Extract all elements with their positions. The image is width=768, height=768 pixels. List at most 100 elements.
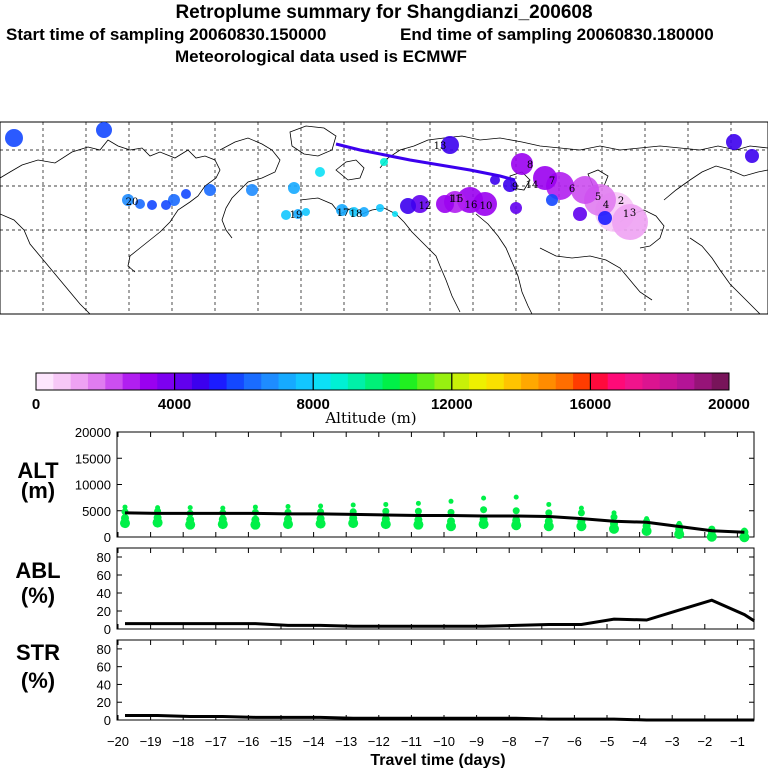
plume-marker <box>571 176 599 204</box>
plume-marker <box>573 207 587 221</box>
y-tick-label: 0 <box>104 530 111 545</box>
altitude-spread-point <box>414 507 422 515</box>
colorbar-label: Altitude (m) <box>324 409 416 427</box>
plume-marker <box>503 178 517 192</box>
colorbar-cell <box>191 373 210 390</box>
altitude-spread-point <box>122 504 128 510</box>
colorbar-cell <box>139 373 158 390</box>
colorbar-cell <box>486 373 505 390</box>
altitude-spread-point <box>644 516 650 522</box>
plume-day-label: 4 <box>603 200 609 211</box>
altitude-spread-point <box>217 519 228 530</box>
x-tick-label: −12 <box>368 734 390 749</box>
map-frame <box>0 121 768 315</box>
altitude-spread-point <box>415 500 421 506</box>
altitude-spread-point <box>512 507 520 515</box>
colorbar-cell <box>451 373 470 390</box>
plume-marker <box>359 207 369 217</box>
plume-marker <box>293 209 303 219</box>
time-series-panels: 20000150001000050000ALT(m)806040200ABL(%… <box>15 425 755 728</box>
plume-day-label: 16 <box>465 200 478 211</box>
altitude-spread-point <box>413 519 424 530</box>
x-tick-label: −14 <box>303 734 325 749</box>
colorbar-cell <box>659 373 678 390</box>
panel-frame <box>116 639 755 721</box>
altitude-spread-point <box>155 505 161 511</box>
altitude-spread-point <box>380 519 391 530</box>
plume-day-label: 11 <box>449 194 462 205</box>
y-tick-label: 80 <box>97 642 111 657</box>
colorbar-cell <box>105 373 124 390</box>
plume-marker <box>302 208 310 216</box>
altitude-spread-point <box>545 509 553 517</box>
x-tick-label: −7 <box>534 734 549 749</box>
plume-day-label: 20 <box>126 197 139 208</box>
colorbar-cell <box>278 373 297 390</box>
colorbar-cell <box>365 373 383 390</box>
plume-marker <box>349 207 359 217</box>
x-axis: −20 −19 −18 −17 −16 −15 −14 −13 −12 −11 −10 −9 −8 −7 −… <box>107 734 745 749</box>
altitude-spread-point <box>285 504 291 510</box>
colorbar-ticks: 0 4000 8000 12000 16000 20000 <box>32 373 750 413</box>
x-tick-label: −1 <box>730 734 745 749</box>
plume-day-label: 10 <box>480 201 493 212</box>
x-tick-label: −10 <box>433 734 455 749</box>
altitude-spread-point <box>610 513 618 521</box>
y-tick-label: 5000 <box>82 504 111 519</box>
plume-marker <box>511 153 533 175</box>
plume-marker <box>135 199 145 209</box>
plume-day-label: 1 <box>623 209 629 220</box>
altitude-spread-point <box>543 521 554 532</box>
y-tick-label: 10000 <box>75 478 111 493</box>
colorbar-tick-label: 0 <box>32 396 40 413</box>
colorbar-cell <box>399 373 418 390</box>
altitude-spread-point <box>283 519 293 530</box>
plume-marker <box>161 200 171 210</box>
chart-title: Retroplume summary for Shangdianzi_20060… <box>175 2 593 23</box>
colorbar-cell <box>36 373 54 390</box>
plume-marker <box>376 204 384 212</box>
colorbar-cell <box>555 373 574 390</box>
plume-marker <box>147 200 157 210</box>
altitude-colorbar: 0 4000 8000 12000 16000 20000 Altitude (m) <box>32 372 750 427</box>
plume-markers <box>5 122 759 240</box>
x-tick-label: −16 <box>237 734 259 749</box>
altitude-spread-point <box>511 520 522 531</box>
colorbar-tick-label: 20000 <box>708 396 750 413</box>
plume-marker <box>5 129 23 147</box>
altitude-spread-point <box>348 518 359 529</box>
y-tick-label: 15000 <box>75 451 111 466</box>
altitude-spread-point <box>250 519 261 530</box>
colorbar-cell <box>122 373 141 390</box>
x-tick-label: −20 <box>107 734 129 749</box>
colorbar-cell <box>330 373 349 390</box>
altitude-spread-point <box>318 503 324 509</box>
altitude-spread-point <box>739 532 750 543</box>
altitude-spread-point <box>152 517 163 528</box>
colorbar-cell <box>677 373 695 390</box>
colorbar-cell <box>243 373 262 390</box>
y-tick-label: 0 <box>104 622 111 637</box>
y-tick-label: 20 <box>97 604 111 619</box>
plume-day-label: 15 <box>451 194 464 205</box>
panel-unit: (m) <box>21 478 55 503</box>
altitude-spread-point <box>676 520 682 526</box>
x-tick-label: −13 <box>335 734 357 749</box>
colorbar-cells <box>36 373 730 390</box>
y-tick-label: 20000 <box>75 425 111 440</box>
panel-str: 80 60 40 20 0 STR (%) <box>16 639 755 728</box>
altitude-spread-point <box>448 498 454 504</box>
x-tick-label: −2 <box>697 734 712 749</box>
plume-day-label: 14 <box>526 180 539 191</box>
plume-day-label: 3 <box>630 208 636 219</box>
x-tick-label: −19 <box>140 734 162 749</box>
altitude-spread-point <box>446 521 456 532</box>
altitude-spread-point <box>481 495 487 501</box>
plume-marker <box>122 194 134 206</box>
panel-unit: (%) <box>21 668 55 693</box>
altitude-spread-point <box>546 501 552 507</box>
altitude-median-line <box>124 511 745 534</box>
y-tick-label: 80 <box>97 550 111 565</box>
